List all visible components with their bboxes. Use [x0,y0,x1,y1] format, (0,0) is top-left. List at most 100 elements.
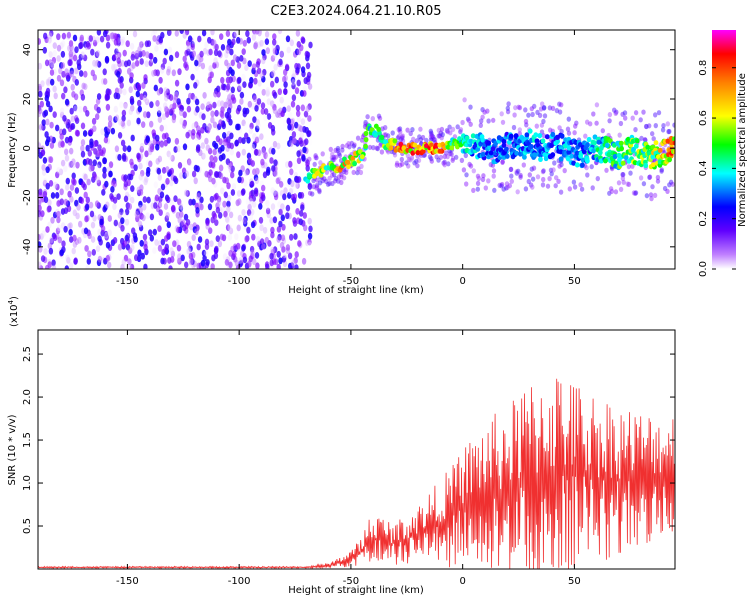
noise-dot [38,123,44,131]
noise-dot [116,193,121,201]
noise-dot [241,188,246,196]
noise-dot [149,101,154,109]
halo-dot [650,131,655,137]
noise-dot [197,236,203,243]
noise-dot [130,244,135,251]
halo-dot [552,160,557,166]
noise-dot [109,193,114,200]
noise-dot [142,196,147,203]
noise-dot [208,175,213,183]
halo-dot [307,182,313,188]
noise-dot [85,110,90,117]
noise-dot [252,142,257,149]
noise-dot [226,200,231,208]
halo-dot [317,189,322,195]
noise-dot [231,38,236,46]
noise-dot [155,158,160,165]
noise-dot [195,105,200,113]
noise-dot [182,172,187,179]
noise-dot [52,111,57,118]
halo-dot [513,105,518,111]
halo-dot [523,118,529,125]
noise-dot [179,118,184,125]
noise-dot [282,193,287,201]
x-tick-label: -150 [116,276,139,287]
y-tick-label: 2.5 [22,346,33,362]
noise-dot [157,244,163,252]
noise-dot [128,173,134,181]
noise-dot [251,33,257,41]
noise-dot [215,206,221,214]
noise-dot [121,211,127,218]
halo-dot [668,179,674,185]
halo-dot [523,107,528,113]
halo-dot [609,166,615,172]
noise-dot [265,203,271,210]
halo-dot [427,154,433,160]
noise-dot [133,164,138,172]
noise-dot [201,30,207,37]
halo-dot [396,134,401,140]
ridge-dot [532,152,537,158]
noise-dot [220,76,225,84]
halo-dot [661,123,666,129]
noise-dot [299,210,304,217]
halo-dot [313,153,318,159]
noise-dot [219,233,225,241]
noise-dot [307,238,312,246]
noise-dot [260,108,265,115]
halo-dot [447,124,452,130]
noise-dot [74,187,80,194]
noise-dot [57,224,62,232]
halo-dot [330,172,335,178]
halo-dot [439,135,444,141]
noise-dot [274,76,279,84]
noise-dot [109,32,114,40]
noise-dot [227,94,232,101]
noise-dot [289,140,294,148]
halo-dot [614,109,619,115]
noise-dot [59,107,65,115]
halo-dot [400,134,405,140]
halo-dot [467,161,472,167]
ridge-dot [508,133,514,139]
noise-dot [55,124,60,132]
ridge-dot [524,132,530,138]
halo-dot [639,135,644,141]
noise-dot [65,254,70,262]
noise-dot [270,80,275,88]
ridge-dot [555,138,560,144]
noise-dot [193,177,198,185]
halo-dot [398,136,404,143]
noise-dot [186,44,191,52]
noise-dot [300,104,305,112]
noise-dot [247,203,252,211]
ridge-dot [433,142,439,148]
noise-dot [145,136,150,144]
noise-dot [204,249,209,257]
noise-dot [97,255,103,263]
noise-dot [228,211,234,219]
noise-dot [79,41,84,49]
noise-dot [177,198,182,206]
halo-dot [376,113,382,119]
noise-dot [119,101,124,109]
noise-dot [271,70,276,77]
noise-dot [126,59,132,67]
noise-dot [174,137,180,145]
noise-dot [129,158,134,166]
halo-dot [594,102,600,108]
halo-dot [458,129,463,135]
noise-dot [290,100,296,108]
halo-dot [583,133,588,139]
noise-dot [308,225,313,233]
ridge-dot [345,159,351,165]
noise-dot [55,192,60,199]
noise-dot [68,161,73,169]
noise-dot [269,71,274,79]
noise-dot [217,50,222,58]
noise-dot [180,205,185,212]
halo-dot [344,143,350,149]
y-tick-label: 0 [22,145,33,151]
noise-dot [238,257,243,264]
